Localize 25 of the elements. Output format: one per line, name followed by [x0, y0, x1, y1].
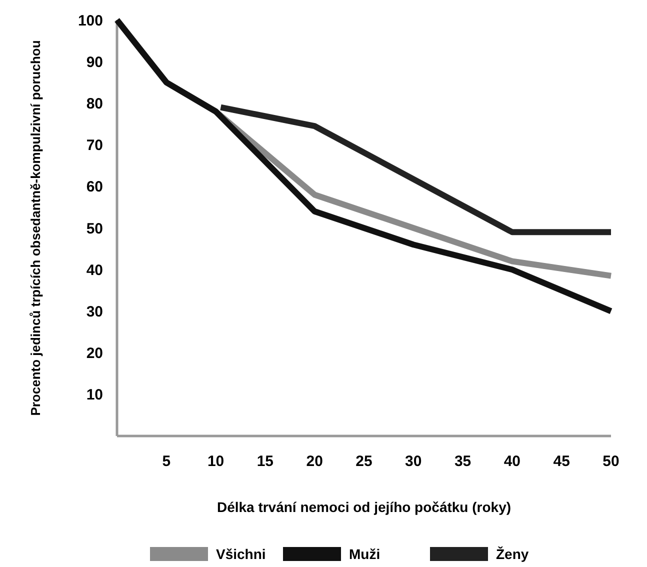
- x-tick-label: 30: [405, 453, 422, 470]
- legend-label: Muži: [349, 546, 380, 562]
- legend-label: Ženy: [496, 546, 529, 562]
- y-tick-label: 100: [78, 12, 103, 30]
- y-tick-label: 30: [86, 303, 103, 320]
- y-tick-label: 90: [86, 54, 103, 71]
- x-tick-label: 5: [162, 453, 171, 470]
- legend-label: Všichni: [216, 546, 266, 562]
- x-tick-label: 35: [454, 453, 472, 470]
- y-tick-label: 60: [86, 178, 103, 196]
- y-tick-label: 20: [86, 345, 103, 362]
- x-tick-label: 50: [602, 453, 620, 470]
- x-tick-label: 15: [256, 453, 274, 470]
- y-axis-title: Procento jedinců trpících obsedantně-kompulzivní poruchou: [28, 40, 43, 416]
- y-tick-label: 70: [86, 137, 103, 154]
- y-tick-label: 10: [86, 386, 103, 404]
- x-tick-label: 40: [504, 453, 521, 470]
- x-tick-label: 10: [207, 453, 224, 470]
- y-tick-label: 50: [86, 220, 103, 238]
- y-tick-label: 40: [86, 262, 103, 279]
- x-axis-title: Délka trvání nemoci od jejího počátku (roky): [216, 499, 512, 515]
- x-tick-label: 45: [553, 453, 570, 470]
- x-tick-label: 20: [306, 453, 323, 470]
- x-tick-label: 25: [356, 453, 372, 470]
- y-tick-label: 80: [86, 95, 103, 112]
